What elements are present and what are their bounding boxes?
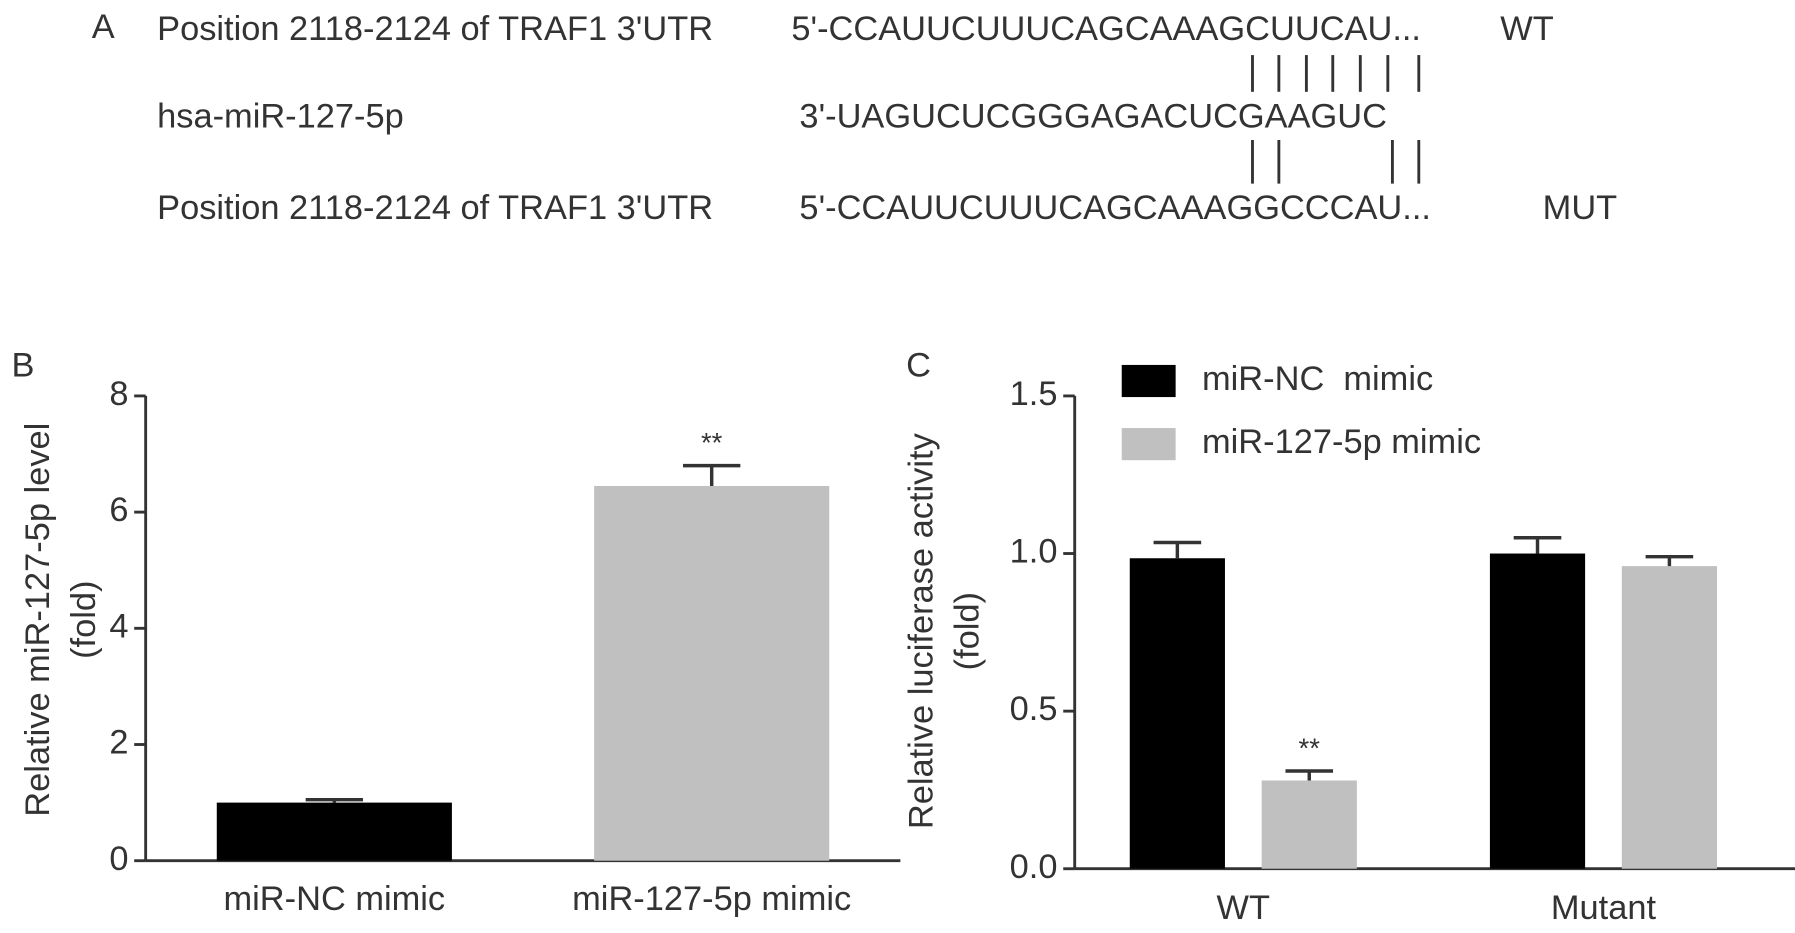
error-bar [305,797,364,803]
y-axis-label: (fold) [65,580,103,658]
y-tick-label: 6 [109,491,128,529]
sequence-tag: MUT [1543,189,1618,227]
bar [216,802,452,861]
error-bar [1285,769,1334,781]
error-bar [683,463,741,486]
y-tick-label: 0 [109,840,128,878]
bar [594,485,830,861]
panel-label: C [906,346,931,384]
significance: ** [1299,733,1321,764]
error-bar [1645,554,1694,567]
y-tick-label: 0.5 [1010,690,1058,728]
bar [1129,558,1225,869]
y-axis-label: Relative miR-127-5p level [19,423,57,817]
bar [1261,780,1357,869]
x-tick-label: miR-127-5p mimic [572,880,851,918]
y-tick-label: 4 [109,607,128,645]
sequence-label: Position 2118-2124 of TRAF1 3'UTR [157,10,713,48]
x-tick-label: Mutant [1551,889,1657,927]
sequence-tag: WT [1500,10,1553,48]
bar [1489,553,1586,869]
sequence: 5'-CCAUUCUUUCAGCAAAGCUUCAU... [791,10,1421,48]
significance: ** [701,427,723,458]
x-tick-label: WT [1217,889,1270,927]
panel-label: B [11,346,34,384]
y-tick-label: 8 [109,375,128,413]
sequence: 3'-UAGUCUCGGGAGACUCGAAGUC [799,97,1387,135]
x-tick-label: miR-NC mimic [224,880,446,918]
legend-swatch [1121,428,1176,461]
error-bar [1513,536,1562,554]
y-tick-label: 1.0 [1010,533,1058,571]
panel-a: A Position 2118-2124 of TRAF1 3'UTR 5'-C… [92,8,1617,227]
legend-swatch [1121,364,1176,398]
error-bar [1153,540,1202,559]
base-pairs [1251,55,1421,184]
bar [1621,566,1718,869]
sequence-label: Position 2118-2124 of TRAF1 3'UTR [157,189,713,227]
panel-label: A [92,8,115,46]
y-tick-label: 1.5 [1010,375,1058,413]
y-axis-label: Relative luciferase activity [902,432,940,829]
legend-label: miR-NC mimic [1202,360,1433,398]
sequence-label: hsa-miR-127-5p [157,97,404,135]
sequence: 5'-CCAUUCUUUCAGCAAAGGCCCAU... [799,189,1431,227]
legend-label: miR-127-5p mimic [1202,423,1481,461]
y-axis-label: (fold) [948,592,986,670]
y-tick-label: 0.0 [1010,848,1058,886]
y-tick-label: 2 [109,724,128,762]
